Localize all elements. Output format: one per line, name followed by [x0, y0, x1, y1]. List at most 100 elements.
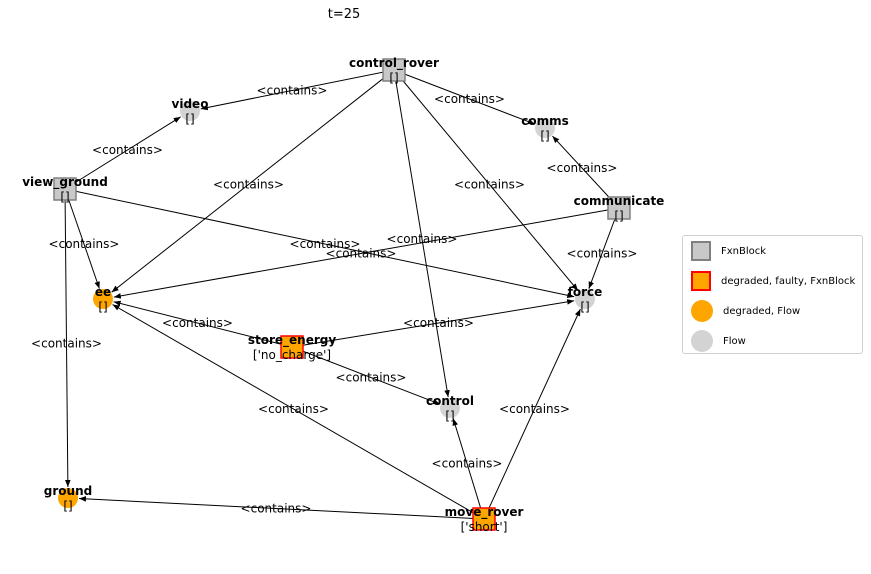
node-label-control: control — [426, 394, 474, 408]
edge-view_ground-to-ee — [64, 188, 100, 289]
node-shape-control — [440, 398, 460, 418]
edge-label-control_rover-to-ee: <contains> — [213, 178, 284, 192]
edge-communicate-to-comms — [552, 135, 620, 209]
node-shape-view-ground — [53, 177, 77, 201]
edge-label-view_ground-to-force: <contains> — [290, 237, 361, 251]
edge-label-store_energy-to-force: <contains> — [403, 316, 474, 330]
edge-label-move_rover-to-control: <contains> — [432, 457, 503, 471]
node-view-ground: view_ground[] — [22, 175, 108, 204]
edge-store_energy-to-control — [291, 346, 440, 405]
legend-item-faulty-fxnblock: degraded, faulty, FxnBlock — [691, 268, 855, 294]
node-move-rover: move_rover['short'] — [445, 505, 524, 534]
node-label-view-ground: view_ground — [22, 175, 108, 190]
node-shape-store-energy — [280, 335, 304, 359]
legend: FxnBlock degraded, faulty, FxnBlock degr… — [682, 235, 863, 354]
node-shape-control-rover — [382, 58, 406, 82]
node-shape-communicate — [607, 196, 631, 220]
node-control-rover: control_rover[] — [349, 56, 439, 85]
node-label-ground: ground — [44, 484, 92, 498]
legend-swatch-fxnblock — [691, 241, 711, 261]
edge-communicate-to-force — [588, 207, 620, 289]
legend-item-degraded-flow: degraded, Flow — [691, 298, 800, 324]
edge-label-communicate-to-comms: <contains> — [547, 161, 618, 175]
edge-label-view_ground-to-ground: <contains> — [31, 337, 102, 351]
node-video: video[] — [172, 97, 209, 126]
node-label-move-rover: move_rover — [445, 505, 524, 520]
edge-label-communicate-to-force: <contains> — [567, 247, 638, 261]
edge-move_rover-to-force — [483, 308, 581, 520]
node-status-ee: [] — [98, 300, 107, 314]
node-status-comms: [] — [540, 129, 549, 143]
legend-label-faulty-fxnblock: degraded, faulty, FxnBlock — [721, 275, 856, 287]
edge-control_rover-to-ee — [111, 69, 395, 293]
node-status-communicate: [] — [614, 209, 623, 223]
node-shape-ground — [58, 488, 78, 508]
edge-label-view_ground-to-video: <contains> — [92, 143, 163, 157]
edge-move_rover-to-ee — [112, 304, 485, 520]
edge-label-view_ground-to-ee: <contains> — [49, 237, 120, 251]
node-shape-comms — [535, 118, 555, 138]
legend-label-degraded-flow: degraded, Flow — [723, 305, 801, 317]
edge-move_rover-to-control — [452, 418, 485, 520]
node-status-control-rover: [] — [389, 71, 398, 85]
node-comms: comms[] — [521, 114, 569, 143]
edge-label-store_energy-to-control: <contains> — [336, 371, 407, 385]
edge-control_rover-to-control — [393, 69, 450, 398]
legend-label-fxnblock: FxnBlock — [721, 245, 767, 257]
edge-label-move_rover-to-ee: <contains> — [258, 402, 329, 416]
node-shape-ee — [93, 289, 113, 309]
edge-view_ground-to-video — [64, 116, 181, 190]
edge-move_rover-to-ground — [78, 496, 485, 520]
node-label-communicate: communicate — [574, 194, 665, 208]
edge-communicate-to-ee — [113, 207, 620, 299]
node-status-store-energy: ['no_charge'] — [253, 348, 331, 362]
node-label-control-rover: control_rover — [349, 56, 439, 71]
edge-store_energy-to-force — [291, 299, 575, 348]
legend-item-fxnblock: FxnBlock — [691, 238, 766, 264]
node-ee: ee[] — [93, 285, 113, 314]
legend-label-flow: Flow — [723, 335, 746, 347]
edge-view_ground-to-ground — [64, 188, 71, 488]
node-shape-video — [180, 101, 200, 121]
edge-label-control_rover-to-video: <contains> — [257, 84, 328, 98]
edge-control_rover-to-force — [393, 69, 579, 291]
node-status-ground: [] — [63, 499, 72, 513]
node-label-ee: ee — [95, 285, 111, 299]
node-ground: ground[] — [44, 484, 92, 513]
node-force: force[] — [568, 285, 603, 314]
edge-label-communicate-to-ee: <contains> — [326, 247, 397, 261]
node-store-energy: store_energy['no_charge'] — [248, 333, 337, 362]
edge-control_rover-to-video — [200, 69, 395, 111]
legend-swatch-degraded-flow — [691, 300, 713, 322]
node-shape-force — [575, 289, 595, 309]
edges-layer — [64, 69, 620, 520]
edge-label-control_rover-to-force: <contains> — [454, 178, 525, 192]
edge-label-control_rover-to-control: <contains> — [387, 232, 458, 246]
legend-item-flow: Flow — [691, 328, 746, 354]
graph-title: t=25 — [328, 7, 361, 22]
node-label-comms: comms — [521, 114, 569, 128]
node-control: control[] — [426, 394, 474, 423]
edge-store_energy-to-ee — [113, 300, 293, 348]
node-status-video: [] — [185, 112, 194, 126]
node-label-store-energy: store_energy — [248, 333, 337, 348]
node-communicate: communicate[] — [574, 194, 665, 223]
edge-labels-layer: <contains><contains><contains> <contains>… — [31, 84, 638, 516]
legend-swatch-faulty-fxnblock — [691, 271, 711, 291]
node-shape-move-rover — [472, 507, 496, 531]
node-label-video: video — [172, 97, 209, 111]
legend-swatch-flow — [691, 330, 713, 352]
nodes-layer: control_rover[]video[] comms[]view_ground… — [22, 56, 664, 534]
edge-control_rover-to-comms — [393, 69, 535, 125]
edge-label-move_rover-to-force: <contains> — [499, 402, 570, 416]
edge-label-control_rover-to-comms: <contains> — [434, 92, 505, 106]
edge-label-move_rover-to-ground: <contains> — [241, 502, 312, 516]
edge-label-store_energy-to-ee: <contains> — [162, 316, 233, 330]
node-status-control: [] — [445, 409, 454, 423]
edge-view_ground-to-force — [64, 188, 575, 299]
node-status-view-ground: [] — [60, 190, 69, 204]
node-label-force: force — [568, 285, 603, 299]
node-status-move-rover: ['short'] — [461, 520, 508, 534]
node-status-force: [] — [580, 300, 589, 314]
